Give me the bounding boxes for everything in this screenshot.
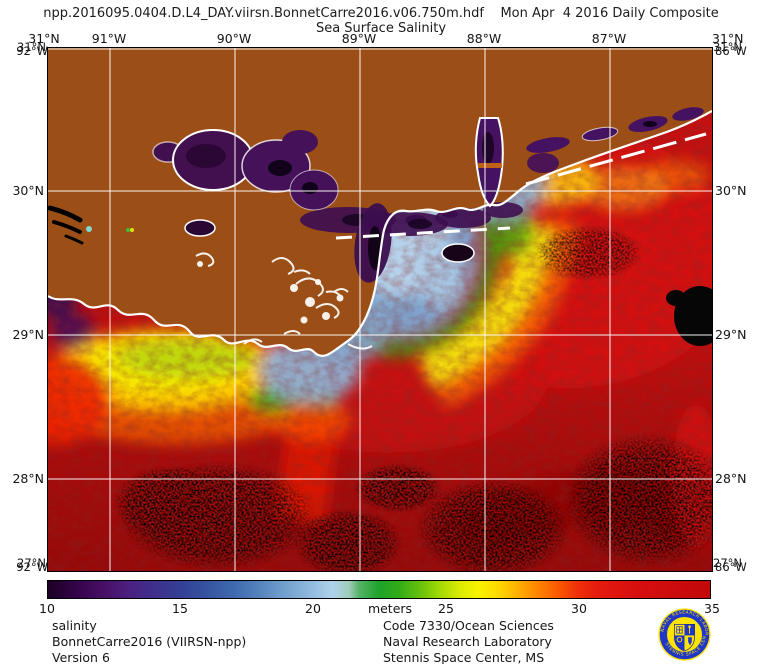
top-lat-label-right: 31°N bbox=[712, 31, 744, 46]
product-parameter: salinity bbox=[52, 618, 97, 633]
marsh-islets bbox=[197, 261, 344, 324]
lat-label-30n-right: 30°N bbox=[715, 183, 747, 198]
land-dark-streaks bbox=[48, 205, 84, 245]
lon-label-90w: 90°W bbox=[216, 31, 252, 46]
salinity-map bbox=[47, 47, 713, 572]
colorbar-gradient bbox=[47, 580, 711, 599]
lat-label-30n-left: 30°N bbox=[12, 183, 44, 198]
barrier-islands bbox=[335, 132, 707, 240]
page-title: npp.2016095.0404.D.L4_DAY.viirsn.BonnetC… bbox=[43, 6, 719, 21]
corner-label-bottom-left: 27°N 92°W bbox=[0, 556, 48, 576]
colorbar-tick-15: 15 bbox=[172, 601, 188, 616]
colorbar-tick-10: 10 bbox=[39, 601, 55, 616]
corner-lat: 27°N bbox=[713, 556, 742, 570]
graticule bbox=[48, 48, 712, 571]
corner-lon: 86°W bbox=[715, 560, 747, 574]
top-lat-label-left: 31°N bbox=[28, 31, 60, 46]
corner-lat: 31°N bbox=[713, 40, 742, 54]
lon-label-91w: 91°W bbox=[91, 31, 127, 46]
colorbar-tick-20: 20 bbox=[305, 601, 321, 616]
coastline bbox=[48, 110, 712, 357]
corner-lon: 92°W bbox=[16, 560, 48, 574]
organization-block: Code 7330/Ocean Sciences Naval Research … bbox=[383, 618, 554, 664]
colorbar-units-label: meters bbox=[367, 601, 413, 616]
lat-label-29n-left: 29°N bbox=[12, 327, 44, 342]
lon-label-88w: 88°W bbox=[466, 31, 502, 46]
colorbar-tick-30: 30 bbox=[571, 601, 587, 616]
lakes bbox=[152, 107, 704, 263]
product-version: Version 6 bbox=[52, 649, 110, 664]
corner-lat: 27°N bbox=[17, 556, 46, 570]
land-mass bbox=[48, 48, 712, 357]
org-name: Naval Research Laboratory bbox=[383, 633, 552, 649]
corner-lon: 86°W bbox=[715, 44, 747, 58]
org-location: Stennis Space Center, MS bbox=[383, 649, 545, 664]
colorbar-tick-25: 25 bbox=[438, 601, 454, 616]
lat-label-29n-right: 29°N bbox=[715, 327, 747, 342]
colorbar-tick-35: 35 bbox=[704, 601, 720, 616]
lon-label-87w: 87°W bbox=[591, 31, 627, 46]
corner-lat: 31°N bbox=[17, 40, 46, 54]
lat-label-28n-left: 28°N bbox=[12, 471, 44, 486]
page-subtitle: Sea Surface Salinity bbox=[315, 21, 447, 36]
product-info-block: salinity BonnetCarre2016 (VIIRSN-npp) Ve… bbox=[52, 618, 246, 664]
corner-lon: 92°W bbox=[16, 44, 48, 58]
corner-label-bottom-right: 27°N 86°W bbox=[713, 556, 759, 576]
product-region: BonnetCarre2016 (VIIRSN-npp) bbox=[52, 633, 247, 649]
lat-label-28n-right: 28°N bbox=[715, 471, 747, 486]
lon-label-89w: 89°W bbox=[341, 31, 377, 46]
marsh-channels bbox=[195, 252, 373, 350]
corner-label-top-right: 31°N 86°W bbox=[713, 40, 759, 60]
nrl-logo: NAVAL RESEARCH LABORATORY STENNIS SPACE … bbox=[657, 607, 711, 661]
cloud-speckle bbox=[113, 127, 712, 571]
org-code: Code 7330/Ocean Sciences bbox=[383, 618, 554, 633]
corner-label-top-left: 31°N 92°W bbox=[0, 40, 48, 60]
